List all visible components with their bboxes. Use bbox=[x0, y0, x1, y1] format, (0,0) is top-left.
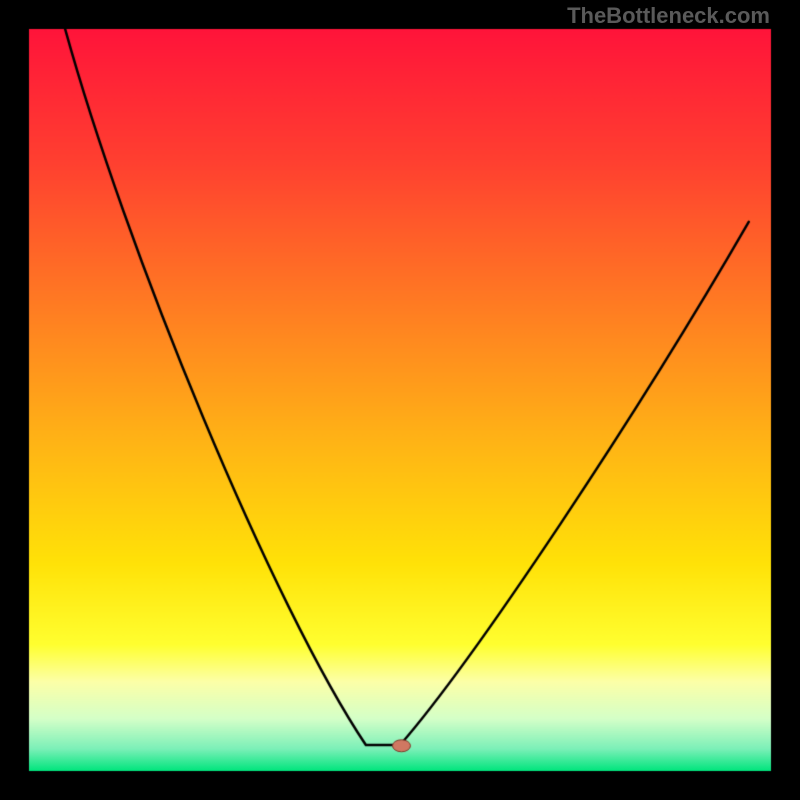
bottleneck-chart-canvas bbox=[0, 0, 800, 800]
chart-stage: TheBottleneck.com bbox=[0, 0, 800, 800]
watermark-text: TheBottleneck.com bbox=[567, 3, 770, 29]
